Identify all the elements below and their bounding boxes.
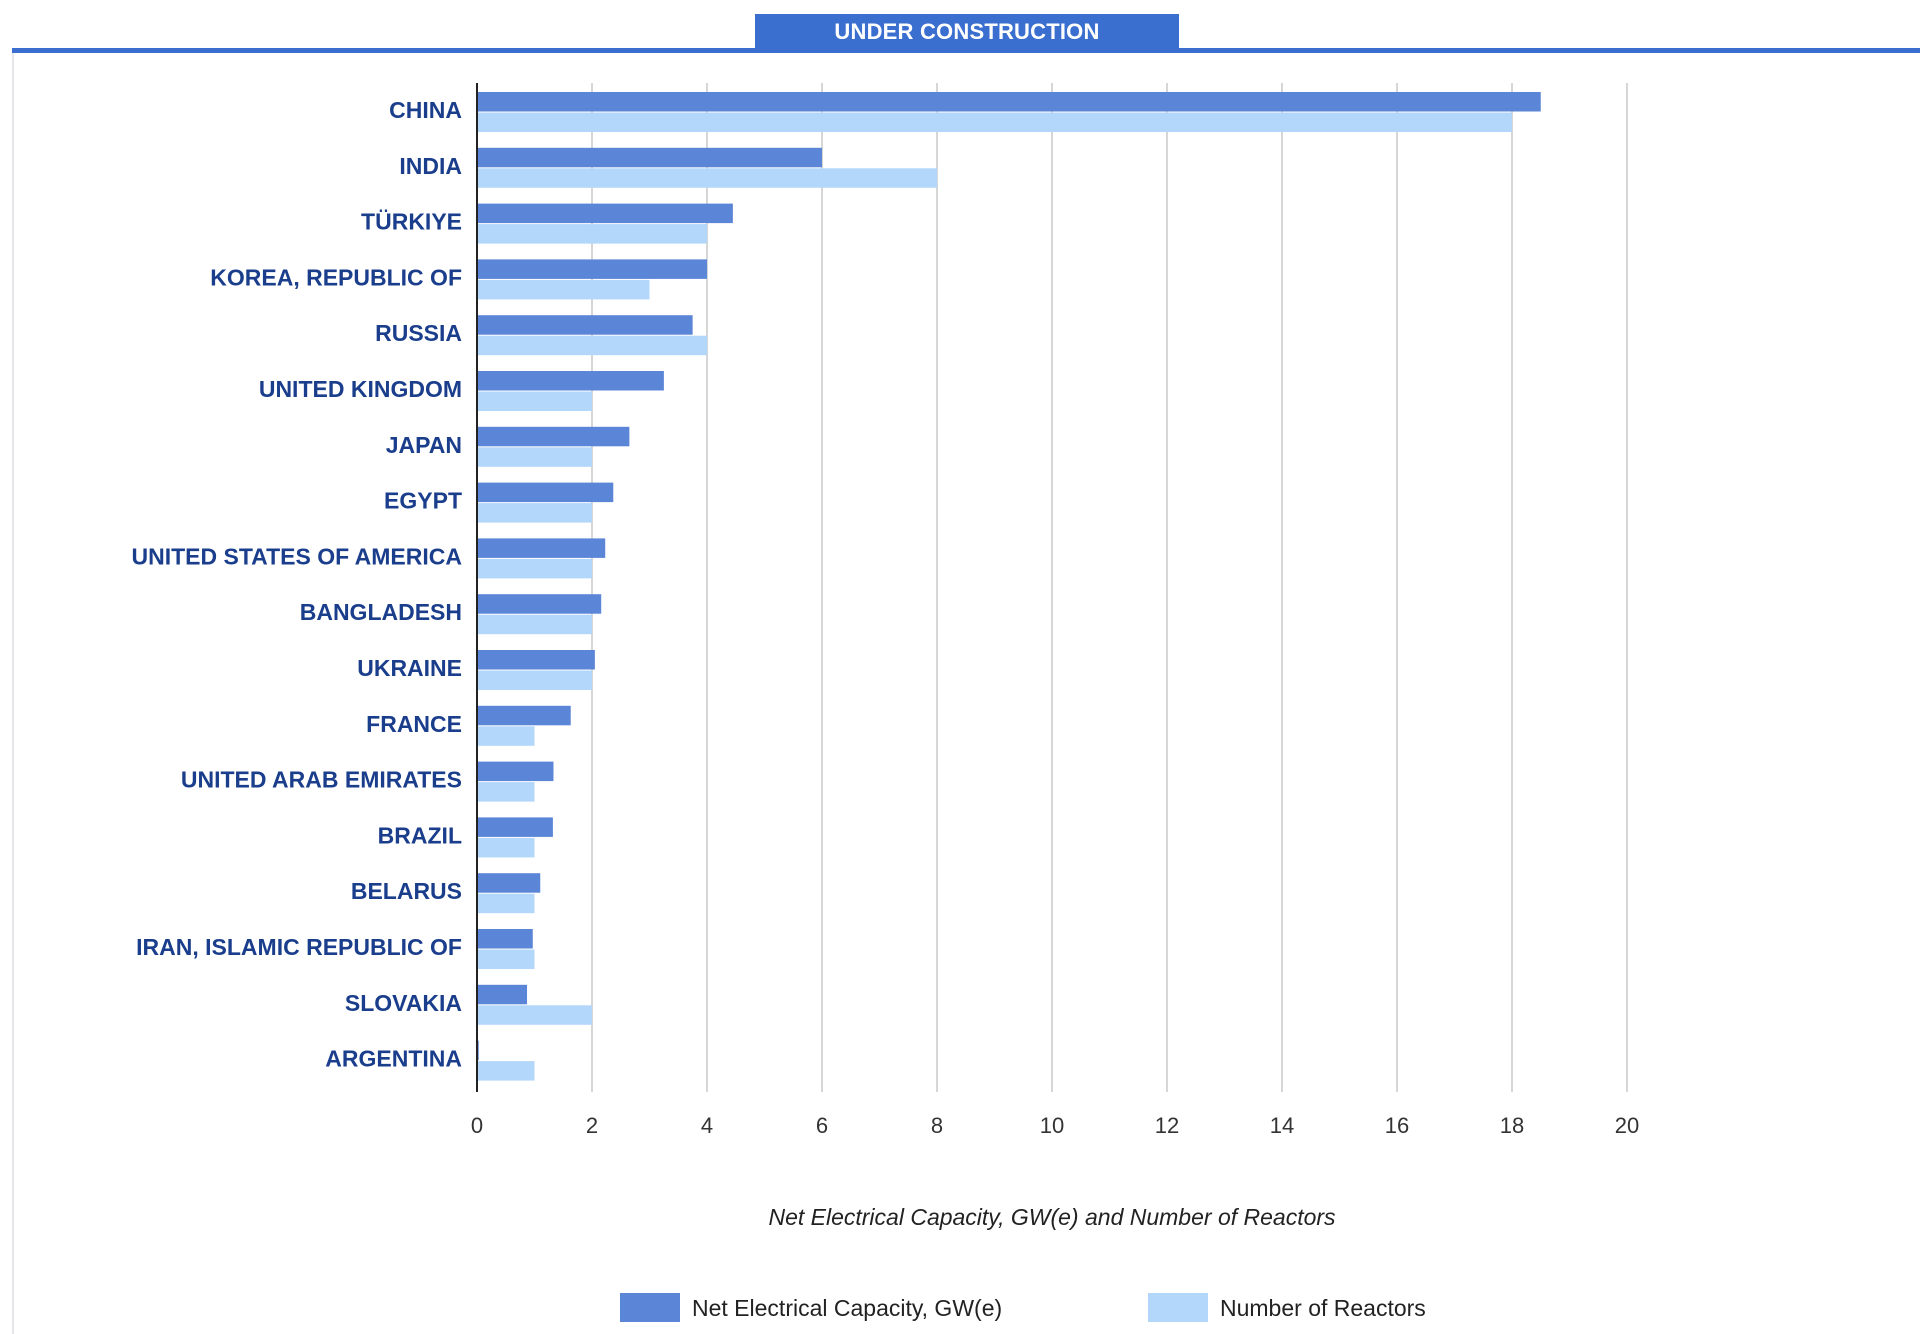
bar-reactors[interactable] [477,447,592,467]
category-label: CHINA [389,97,462,123]
bar-capacity[interactable] [477,259,707,279]
section-divider [12,48,1920,53]
legend-label-reactors[interactable]: Number of Reactors [1220,1295,1426,1321]
bar-reactors[interactable] [477,614,592,635]
bar-capacity[interactable] [477,873,541,893]
category-label: KOREA, REPUBLIC OF [210,264,462,290]
category-label: IRAN, ISLAMIC REPUBLIC OF [136,934,462,960]
bar-capacity[interactable] [477,705,571,726]
x-tick-label: 6 [816,1113,828,1138]
legend-swatch-reactors[interactable] [1148,1293,1208,1322]
bar-reactors[interactable] [477,279,650,300]
bar-reactors[interactable] [477,1005,592,1025]
x-tick-label: 18 [1500,1113,1524,1138]
category-label: UNITED KINGDOM [259,376,462,402]
category-label: BELARUS [351,878,462,904]
category-label: JAPAN [386,432,462,458]
gridlines [591,83,1628,1092]
bar-reactors[interactable] [477,949,535,970]
section-tab[interactable]: UNDER CONSTRUCTION [755,14,1179,50]
category-label: BRAZIL [378,822,462,848]
bar-reactors[interactable] [477,168,937,188]
bar-capacity[interactable] [477,92,1541,112]
bar-capacity[interactable] [477,984,528,1005]
bar-capacity[interactable] [477,594,602,614]
legend-swatch-capacity[interactable] [620,1293,680,1322]
bar-reactors[interactable] [477,558,592,579]
category-labels: CHINA INDIA TÜRKIYE KOREA, REPUBLIC OF RUSSI… [131,97,462,1072]
x-tick-label: 20 [1615,1113,1639,1138]
bar-reactors[interactable] [477,1061,535,1081]
category-label: EGYPT [384,488,462,514]
category-label: BANGLADESH [300,599,462,625]
category-label: RUSSIA [375,320,462,346]
x-tick-label: 0 [471,1113,483,1138]
x-tick-label: 14 [1270,1113,1294,1138]
x-tick-labels: 0 2 4 6 8 10 12 14 16 18 20 [471,1113,1639,1138]
category-label: FRANCE [366,711,462,737]
bar-reactors[interactable] [477,112,1512,133]
bar-capacity[interactable] [477,817,553,837]
bar-reactors[interactable] [477,391,592,412]
bar-capacity[interactable] [477,929,533,949]
bar-capacity[interactable] [477,147,822,168]
x-tick-label: 8 [931,1113,943,1138]
bar-reactors[interactable] [477,224,707,244]
category-label: UKRAINE [357,655,462,681]
category-label: SLOVAKIA [345,990,462,1016]
category-label: INDIA [399,153,462,179]
bar-capacity[interactable] [477,650,595,670]
bar-reactors[interactable] [477,335,707,356]
x-tick-label: 16 [1385,1113,1409,1138]
bar-reactors[interactable] [477,503,592,523]
bar-reactors[interactable] [477,670,592,691]
x-tick-label: 10 [1040,1113,1064,1138]
bars [477,92,1541,1081]
bar-capacity[interactable] [477,426,630,447]
category-label: UNITED STATES OF AMERICA [131,543,462,569]
bar-reactors[interactable] [477,837,535,858]
x-tick-label: 12 [1155,1113,1179,1138]
x-tick-label: 4 [701,1113,713,1138]
bar-capacity[interactable] [477,482,614,503]
bar-capacity[interactable] [477,203,733,224]
bar-reactors[interactable] [477,893,535,914]
category-label: ARGENTINA [325,1046,462,1072]
bar-capacity[interactable] [477,371,664,391]
x-tick-label: 2 [586,1113,598,1138]
bar-capacity[interactable] [477,315,693,335]
legend-label-capacity[interactable]: Net Electrical Capacity, GW(e) [692,1295,1002,1321]
category-label: TÜRKIYE [361,209,462,235]
bar-reactors[interactable] [477,782,535,802]
bar-capacity[interactable] [477,761,554,782]
frame-border [12,53,14,1334]
bar-reactors[interactable] [477,726,535,746]
category-label: UNITED ARAB EMIRATES [181,767,462,793]
x-axis-title: Net Electrical Capacity, GW(e) and Numbe… [768,1204,1336,1230]
bar-capacity[interactable] [477,538,606,558]
legend: Net Electrical Capacity, GW(e) Number of … [620,1293,1426,1322]
